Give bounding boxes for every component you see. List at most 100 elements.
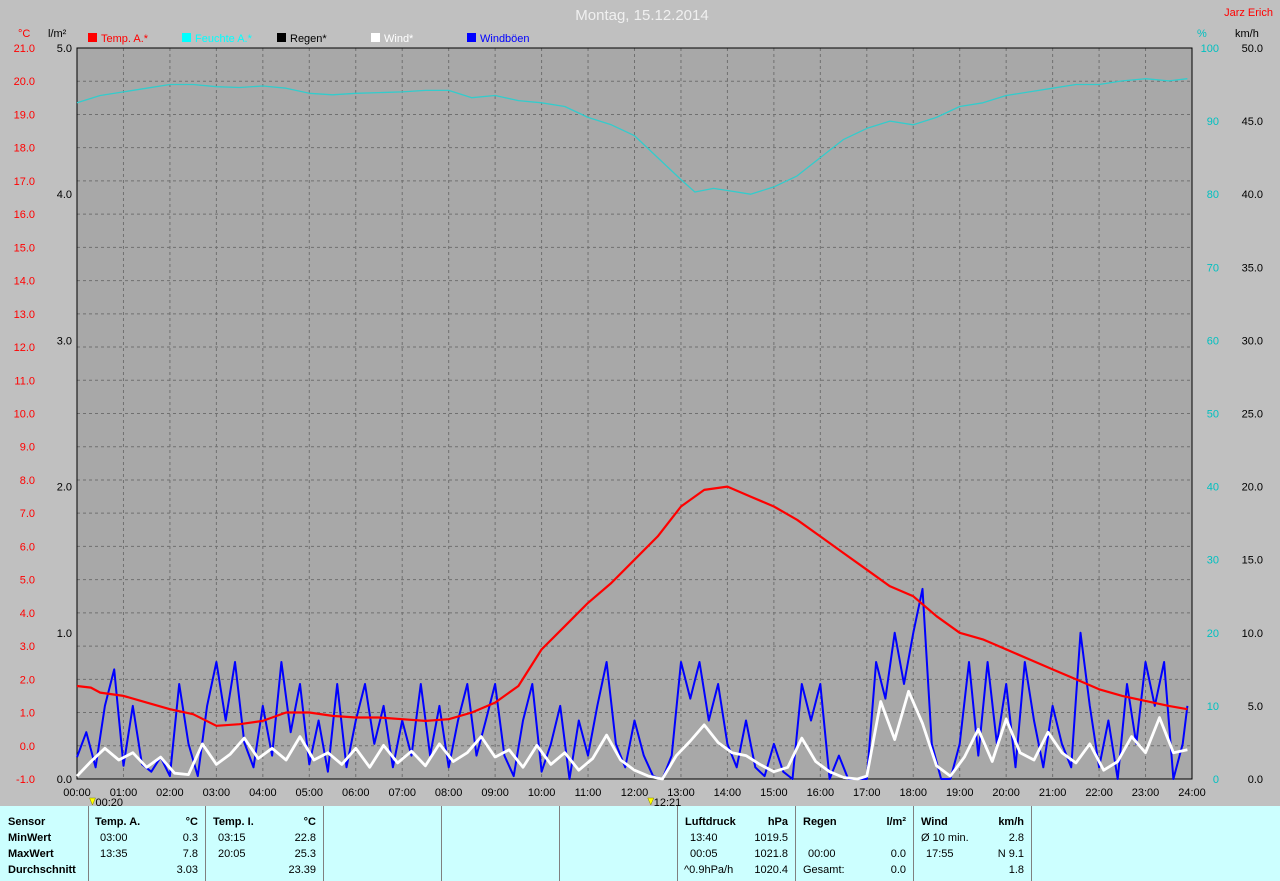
x-tick-label: 17:00 [853, 787, 881, 799]
wind-max-val: N 9.1 [997, 848, 1024, 860]
rain-tick-label: 4.0 [57, 189, 72, 201]
legend-label: Regen* [290, 33, 327, 45]
rain-total-label: Gesamt: [803, 864, 845, 876]
temp-tick-label: 21.0 [14, 43, 35, 55]
wind-tick-label: 25.0 [1242, 409, 1263, 421]
wind-tick-label: 0.0 [1248, 774, 1263, 786]
legend-swatch [88, 33, 97, 42]
x-tick-label: 04:00 [249, 787, 277, 799]
x-tick-label: 00:00 [63, 787, 91, 799]
temp-i-max-time: 20:05 [218, 848, 246, 860]
pressure-unit: hPa [767, 816, 788, 828]
temp-tick-label: 9.0 [20, 442, 35, 454]
x-tick-label: 07:00 [388, 787, 416, 799]
temp-tick-label: 8.0 [20, 475, 35, 487]
divider [559, 806, 560, 881]
temp-tick-label: 14.0 [14, 276, 35, 288]
x-tick-label: 06:00 [342, 787, 370, 799]
temp-i-unit: °C [303, 816, 316, 828]
temp-tick-label: 5.0 [20, 575, 35, 587]
rain-tick-label: 3.0 [57, 335, 72, 347]
humidity-tick-label: 0 [1213, 774, 1219, 786]
x-tick-label: 14:00 [714, 787, 742, 799]
pressure-current: 1020.4 [754, 864, 788, 876]
x-tick-label: 15:00 [760, 787, 788, 799]
row-label-sensor: Sensor [8, 816, 46, 828]
x-tick-label: 10:00 [528, 787, 556, 799]
x-tick-label: 22:00 [1085, 787, 1113, 799]
row-label-avg: Durchschnitt [8, 864, 76, 876]
wind-tick-label: 30.0 [1242, 335, 1263, 347]
x-tick-label: 12:00 [621, 787, 649, 799]
divider [323, 806, 324, 881]
time-marker-icon [89, 797, 96, 806]
legend-label: Temp. A.* [101, 33, 149, 45]
time-marker-icon [647, 797, 655, 806]
divider [913, 806, 914, 881]
row-label-max: MaxWert [8, 848, 54, 860]
temp-tick-label: 13.0 [14, 309, 35, 321]
temp-a-min-time: 03:00 [100, 832, 128, 844]
legend-swatch [182, 33, 191, 42]
divider [795, 806, 796, 881]
temp-tick-label: 10.0 [14, 409, 35, 421]
wind-line [75, 689, 1188, 781]
pressure-min-time: 13:40 [690, 832, 718, 844]
temp-a-header: Temp. A. [95, 816, 141, 828]
row-label-min: MinWert [8, 832, 52, 844]
wind-tick-label: 20.0 [1242, 482, 1263, 494]
temp-tick-label: 7.0 [20, 508, 35, 520]
x-tick-label: 11:00 [575, 787, 602, 799]
x-tick-label: 24:00 [1178, 787, 1206, 799]
rain-unit-label: l/m² [48, 28, 67, 40]
pressure-max-time: 00:05 [690, 848, 718, 860]
temp-tick-label: 20.0 [14, 76, 35, 88]
x-tick-label: 19:00 [946, 787, 974, 799]
temp-tick-label: 3.0 [20, 641, 35, 653]
wind-tick-label: 15.0 [1242, 555, 1263, 567]
temp-line [76, 485, 1188, 727]
divider [677, 806, 678, 881]
wind-avg-val: 2.8 [1008, 832, 1024, 844]
chart-title: Montag, 15.12.2014 [575, 7, 708, 24]
humidity-tick-label: 40 [1207, 482, 1219, 494]
humidity-tick-label: 20 [1207, 628, 1219, 640]
temp-tick-label: 12.0 [14, 342, 35, 354]
x-tick-label: 08:00 [435, 787, 463, 799]
temp-tick-label: 18.0 [14, 143, 35, 155]
x-tick-label: 09:00 [481, 787, 509, 799]
temp-i-header: Temp. I. [213, 816, 254, 828]
grid-lines [76, 47, 1193, 780]
wind-unit-label: km/h [1235, 28, 1259, 40]
divider [441, 806, 442, 881]
temp-tick-label: 16.0 [14, 209, 35, 221]
legend-swatch [467, 33, 476, 42]
axes: 00:00 01:00 02:00 03:00 04:00 05:00 06:00 07:00… [14, 28, 1263, 806]
temp-a-avg: 3.03 [176, 864, 198, 876]
wind-avg-label: Ø 10 min. [921, 832, 969, 844]
x-tick-label: 03:00 [203, 787, 231, 799]
temp-i-max-val: 25.3 [294, 848, 316, 860]
x-tick-label: 02:00 [156, 787, 184, 799]
rain-tick-label: 0.0 [57, 774, 72, 786]
humidity-unit-label: % [1197, 28, 1207, 40]
x-tick-label: 21:00 [1039, 787, 1067, 799]
legend-label: Windböen [480, 33, 530, 45]
time-marker-label: 00:20 [95, 797, 123, 806]
wind-max-time: 17:55 [926, 848, 954, 860]
wind-tick-label: 45.0 [1242, 116, 1263, 128]
gust-line [76, 587, 1189, 780]
pressure-max-val: 1021.8 [754, 848, 788, 860]
plot-border [76, 47, 1193, 780]
temp-i-avg: 23.39 [288, 864, 316, 876]
author-label: Jarz Erich [1224, 7, 1273, 19]
stats-panel: Sensor MinWert MaxWert Durchschnitt Temp… [0, 806, 1280, 881]
rain-max-time: 00:00 [808, 848, 836, 860]
x-tick-label: 23:00 [1132, 787, 1160, 799]
x-tick-label: 13:00 [667, 787, 695, 799]
humidity-tick-label: 10 [1207, 701, 1219, 713]
temp-i-min-time: 03:15 [218, 832, 246, 844]
wind-header: Wind [921, 816, 948, 828]
legend-swatch [371, 33, 380, 42]
temp-i-min-val: 22.8 [294, 832, 316, 844]
